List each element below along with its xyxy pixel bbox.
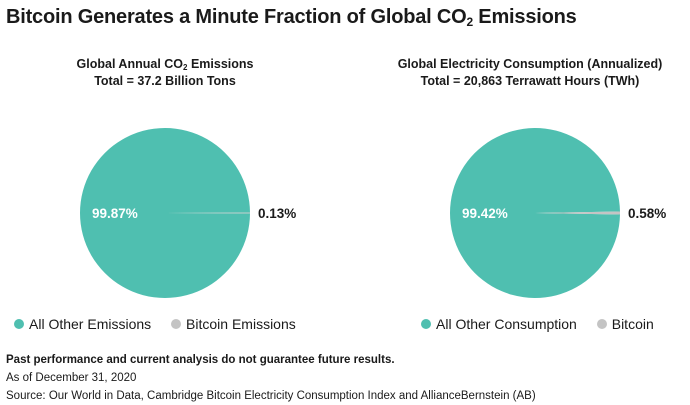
page-title: Bitcoin Generates a Minute Fraction of G…	[6, 6, 577, 29]
co2-pie: 99.87% 0.13%	[80, 128, 296, 298]
footer: Past performance and current analysis do…	[6, 351, 536, 405]
chart-subtitle: Total = 20,863 Terrawatt Hours (TWh)	[420, 74, 640, 88]
chart-title: Global Electricity Consumption (Annualiz…	[365, 56, 690, 90]
legend-swatch-bitcoin	[171, 319, 182, 329]
data-label-bitcoin: 0.13%	[258, 206, 296, 221]
chart-subtitle: Total = 37.2 Billion Tons	[94, 74, 236, 88]
legend: All Other Emissions Bitcoin Emissions	[14, 316, 312, 332]
legend-swatch-bitcoin	[596, 319, 607, 329]
legend-item-bitcoin: Bitcoin	[596, 316, 654, 332]
pie-slice-other	[450, 128, 620, 298]
data-label-other: 99.87%	[92, 206, 138, 221]
electricity-chart: Global Electricity Consumption (Annualiz…	[345, 56, 690, 336]
chart-title-line1: Global Annual CO2 Emissions	[76, 57, 254, 72]
legend: All Other Consumption Bitcoin	[421, 316, 670, 332]
chart-title-line1: Global Electricity Consumption (Annualiz…	[397, 57, 663, 71]
pie-slice-bitcoin	[165, 212, 251, 214]
co2-chart: Global Annual CO2 Emissions Total = 37.2…	[0, 56, 345, 336]
source-note: Source: Our World in Data, Cambridge Bit…	[6, 390, 536, 402]
as-of-date: As of December 31, 2020	[6, 372, 137, 384]
data-label-other: 99.42%	[462, 206, 508, 221]
data-label-bitcoin: 0.58%	[628, 206, 666, 221]
legend-item-all-other-consumption: All Other Consumption	[421, 316, 577, 332]
chart-title: Global Annual CO2 Emissions Total = 37.2…	[0, 56, 330, 90]
legend-swatch-main	[421, 319, 431, 329]
electricity-pie: 99.42% 0.58%	[450, 128, 666, 298]
disclaimer: Past performance and current analysis do…	[6, 354, 395, 366]
pie-slice-bitcoin	[535, 211, 621, 215]
legend-item-bitcoin-emissions: Bitcoin Emissions	[171, 316, 296, 332]
legend-item-all-other-emissions: All Other Emissions	[14, 316, 151, 332]
legend-swatch-main	[14, 319, 24, 329]
pie-slice-other	[80, 128, 250, 298]
